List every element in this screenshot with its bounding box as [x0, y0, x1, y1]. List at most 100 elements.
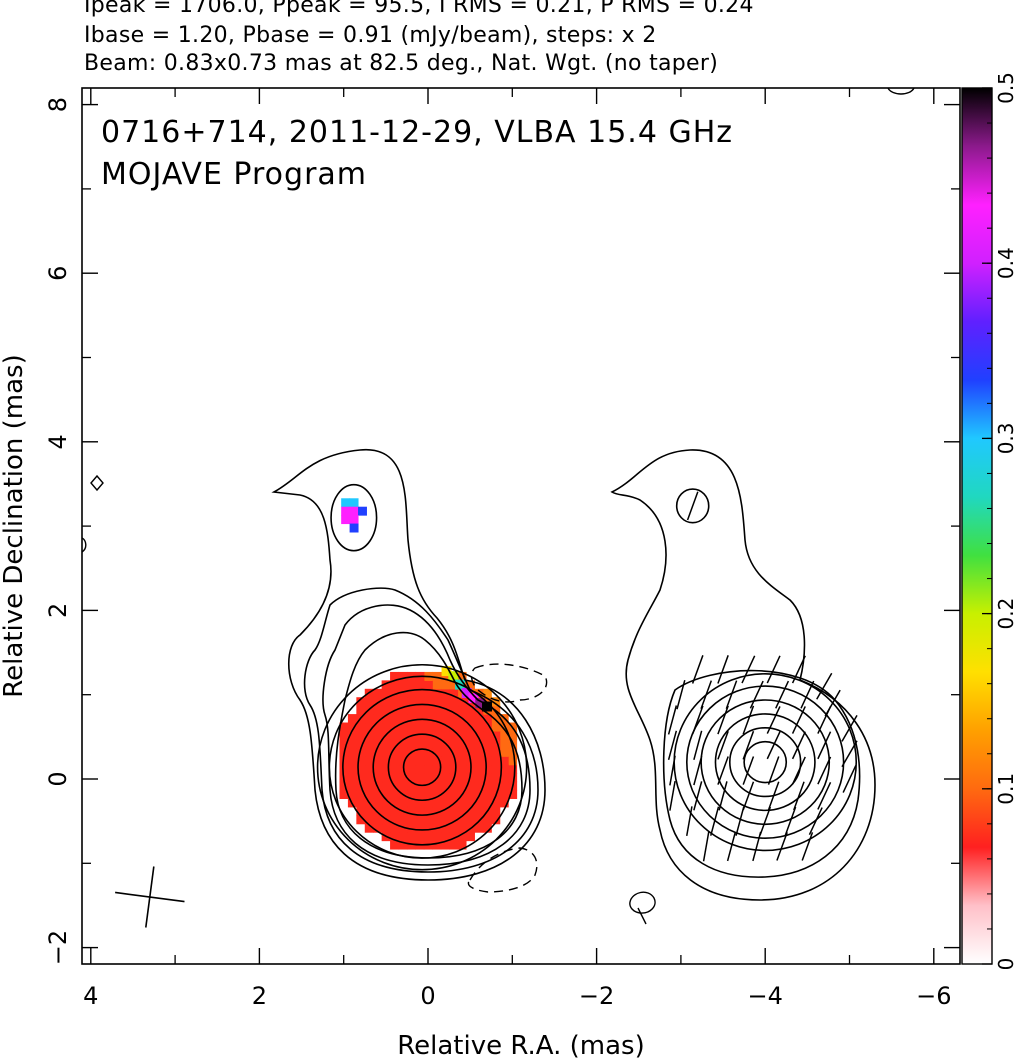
- pol-pixel: [465, 714, 475, 724]
- evpa-tick: [725, 680, 738, 710]
- colorbar-gradient: [961, 87, 993, 965]
- pol-pixel: [423, 773, 433, 783]
- pol-pixel: [364, 722, 374, 732]
- pol-pixel: [398, 680, 408, 690]
- pol-pixel: [432, 714, 442, 724]
- pol-pixel: [482, 781, 492, 791]
- pol-pixel: [406, 688, 416, 698]
- pol-pixel: [491, 739, 501, 749]
- evpa-tick: [667, 705, 678, 735]
- pol-pixel: [440, 680, 450, 690]
- pol-pixel: [474, 756, 484, 766]
- pol-pixel: [406, 832, 416, 842]
- pol-pixel: [482, 739, 492, 749]
- pol-pixel: [390, 815, 400, 825]
- pol-pixel: [482, 714, 492, 724]
- evpa-tick: [735, 806, 745, 836]
- pol-pixel: [356, 697, 366, 707]
- pol-pixel: [474, 781, 484, 791]
- pol-pixel: [415, 798, 425, 808]
- stray-contour: [82, 537, 87, 553]
- pol-pixel: [415, 680, 425, 690]
- pol-pixel: [491, 714, 501, 724]
- evpa-tick: [691, 705, 704, 735]
- pol-pixel: [356, 747, 366, 757]
- evpa-tick: [817, 781, 832, 810]
- pol-pixel: [339, 730, 349, 740]
- pol-pixel: [381, 806, 391, 816]
- pol-pixel: [390, 840, 400, 850]
- x-tick-label: −6: [916, 982, 951, 1010]
- pol-pixel: [364, 781, 374, 791]
- pol-pixel: [474, 722, 484, 732]
- pol-pixel: [415, 697, 425, 707]
- right-core-contour: [686, 685, 845, 839]
- chart-title: 0716+714, 2011-12-29, VLBA 15.4 GHz: [101, 115, 733, 150]
- y-tick-label: 4: [44, 434, 72, 449]
- pol-pixel: [381, 722, 391, 732]
- pol-pixel: [373, 688, 383, 698]
- pol-pixel: [432, 764, 442, 774]
- pol-pixel: [390, 823, 400, 833]
- pol-pixel: [432, 739, 442, 749]
- pol-pixel: [381, 680, 391, 690]
- pol-pixel: [474, 798, 484, 808]
- pol-pixel: [423, 764, 433, 774]
- evpa-tick: [742, 705, 755, 735]
- evpa-tick: [817, 731, 832, 760]
- right-core-contour: [728, 726, 802, 798]
- pol-pixel: [449, 730, 459, 740]
- pol-pixel: [482, 722, 492, 732]
- pol-pixel: [491, 730, 501, 740]
- knot-pol-pixel: [349, 515, 359, 525]
- evpa-tick: [766, 706, 781, 734]
- pol-pixel: [508, 747, 518, 757]
- pol-pixel: [381, 789, 391, 799]
- pol-pixel: [499, 773, 509, 783]
- pol-pixel: [432, 680, 442, 690]
- pol-pixel: [347, 739, 357, 749]
- pol-pixel: [474, 773, 484, 783]
- pol-pixel: [373, 714, 383, 724]
- x-tick-label: 0: [420, 982, 435, 1010]
- pol-pixel: [390, 697, 400, 707]
- pol-pixel: [499, 747, 509, 757]
- x-tick-label: −2: [579, 982, 614, 1010]
- pol-pixel: [440, 815, 450, 825]
- pol-pixel: [347, 789, 357, 799]
- pol-pixel: [440, 697, 450, 707]
- x-tick-label: −4: [748, 982, 783, 1010]
- pol-pixel: [474, 747, 484, 757]
- right-core-contour: [700, 699, 831, 826]
- pol-pixel: [474, 714, 484, 724]
- evpa-tick: [800, 680, 815, 709]
- pol-pixel: [423, 722, 433, 732]
- pol-pixel: [398, 756, 408, 766]
- pol-pixel: [415, 773, 425, 783]
- header-line-2: Ibase = 1.20, Pbase = 0.91 (mJy/beam), s…: [84, 23, 657, 48]
- evpa-tick: [726, 831, 737, 862]
- pol-pixel: [398, 705, 408, 715]
- pol-pixel: [432, 781, 442, 791]
- pol-pixel: [449, 739, 459, 749]
- pol-pixel: [373, 815, 383, 825]
- pol-pixel: [415, 806, 425, 816]
- evpa-tick: [717, 730, 729, 760]
- evpa-tick: [693, 730, 703, 760]
- edge-pol-pixel: [448, 671, 459, 682]
- pol-pixel: [474, 730, 484, 740]
- pol-pixel: [423, 823, 433, 833]
- right-outer-contour: [610, 449, 876, 901]
- pol-pixel: [457, 773, 467, 783]
- pol-pixel: [457, 764, 467, 774]
- pol-pixel: [356, 756, 366, 766]
- chart-subtitle: MOJAVE Program: [101, 157, 367, 192]
- evpa-tick: [686, 491, 699, 521]
- pol-pixel: [432, 815, 442, 825]
- evpa-tick: [717, 655, 729, 684]
- edge-pol-pixel: [468, 693, 479, 704]
- pol-pixel: [474, 823, 484, 833]
- pol-pixel: [415, 823, 425, 833]
- contour-3: [322, 604, 531, 866]
